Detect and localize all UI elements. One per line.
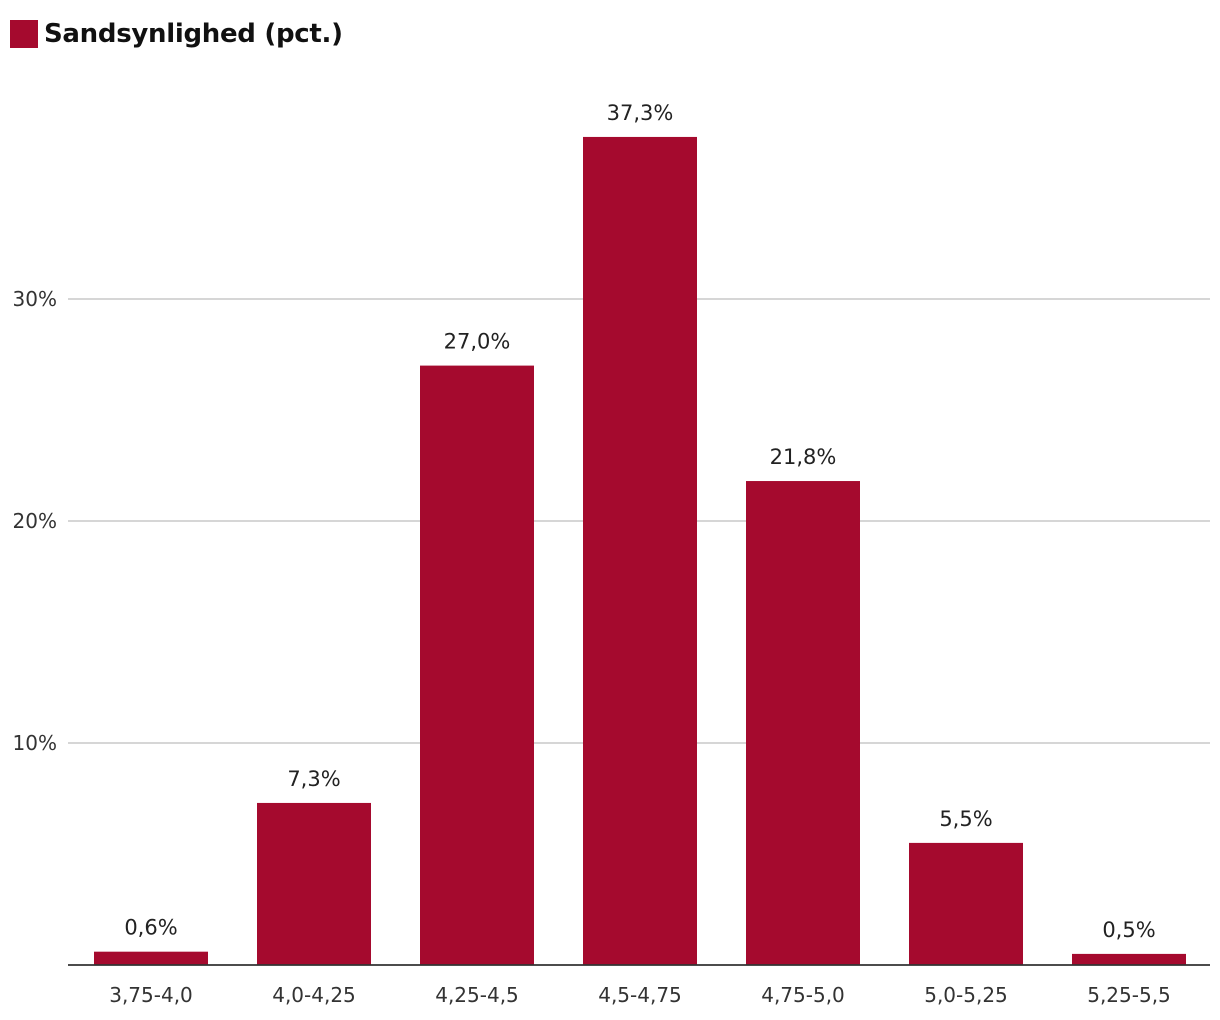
x-tick-label: 3,75-4,0 [109,983,193,1007]
data-label: 0,6% [124,916,177,940]
y-tick-label: 20% [13,509,57,533]
x-tick-label: 4,0-4,25 [272,983,356,1007]
x-tick-label: 4,75-5,0 [761,983,845,1007]
bar [420,365,534,966]
x-axis-tick-labels: 3,75-4,0 4,0-4,25 4,25-4,5 4,5-4,75 4,75-5,0… [109,983,1171,1007]
data-label: 27,0% [444,330,511,354]
bar [746,481,860,965]
y-tick-label: 10% [13,731,57,755]
data-label: 5,5% [939,807,992,831]
legend-swatch [10,20,38,48]
bar [909,842,1023,965]
data-label: 0,5% [1102,918,1155,942]
data-label: 7,3% [287,767,340,791]
y-axis-tick-labels: 10% 20% 30% [13,287,57,755]
data-label: 21,8% [770,445,837,469]
x-tick-label: 4,25-4,5 [435,983,519,1007]
legend: Sandsynlighed (pct.) [10,18,343,50]
y-tick-label: 30% [13,287,57,311]
x-tick-label: 5,0-5,25 [924,983,1008,1007]
data-labels: 0,6% 7,3% 27,0% 37,3% 21,8% 5,5% 0,5% [124,101,1155,942]
bar [1072,953,1186,965]
legend-label: Sandsynlighed (pct.) [44,19,343,49]
bar [583,136,697,965]
x-tick-label: 4,5-4,75 [598,983,682,1007]
data-label: 37,3% [607,101,674,125]
bar [257,802,371,965]
bar [94,951,208,965]
x-tick-label: 5,25-5,5 [1087,983,1171,1007]
bars [94,136,1186,966]
